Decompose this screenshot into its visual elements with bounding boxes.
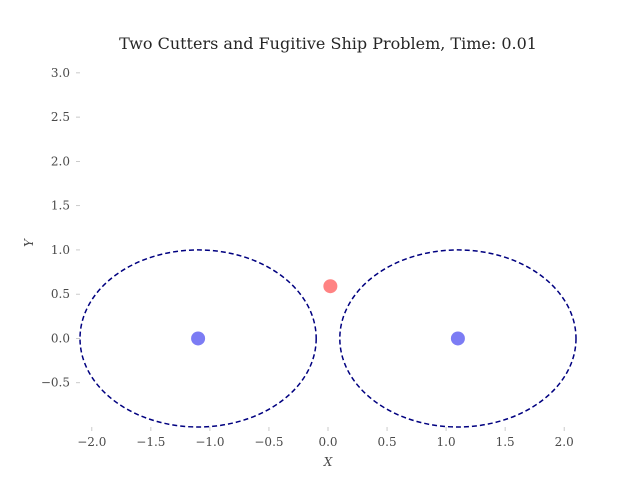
x-tick-label: 0.5 <box>378 435 397 449</box>
y-axis-label: Y <box>22 238 36 247</box>
y-tick-label: 3.0 <box>51 66 70 80</box>
y-tick-label: −0.5 <box>41 376 70 390</box>
x-tick-label: −1.5 <box>136 435 165 449</box>
cutter-point-1 <box>191 331 206 346</box>
x-tick-label: −0.5 <box>254 435 283 449</box>
ship-markers <box>191 279 465 346</box>
fugitive-point-3 <box>323 279 338 294</box>
cutter-point-2 <box>450 331 465 346</box>
circle-2 <box>339 249 577 428</box>
y-tick-label: 0.5 <box>51 287 70 301</box>
x-axis-ticks: −2.0 −1.5 −1.0 −0.5 0.0 0.5 1.0 1.5 2.0 <box>77 427 574 449</box>
y-tick-label: 0.0 <box>51 331 70 345</box>
x-tick-label: −2.0 <box>77 435 106 449</box>
x-tick-label: −1.0 <box>195 435 224 449</box>
x-tick-label: 0.0 <box>318 435 337 449</box>
x-axis-label: X <box>323 455 333 469</box>
y-tick-label: 2.5 <box>51 110 70 124</box>
y-tick-label: 2.0 <box>51 154 70 168</box>
y-axis-ticks: −0.5 0.0 0.5 1.0 1.5 2.0 2.5 3.0 <box>41 66 80 390</box>
chart-title: Two Cutters and Fugitive Ship Problem, T… <box>119 34 537 53</box>
y-tick-label: 1.5 <box>51 199 70 213</box>
x-tick-label: 2.0 <box>555 435 574 449</box>
x-tick-label: 1.5 <box>496 435 515 449</box>
reachability-circles <box>79 249 577 428</box>
x-tick-label: 1.0 <box>437 435 456 449</box>
circle-1 <box>79 249 317 428</box>
y-tick-label: 1.0 <box>51 243 70 257</box>
